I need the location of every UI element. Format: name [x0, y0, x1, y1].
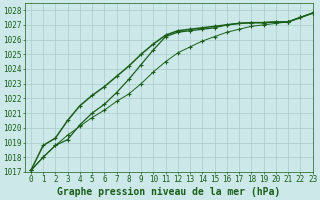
X-axis label: Graphe pression niveau de la mer (hPa): Graphe pression niveau de la mer (hPa) — [57, 187, 280, 197]
